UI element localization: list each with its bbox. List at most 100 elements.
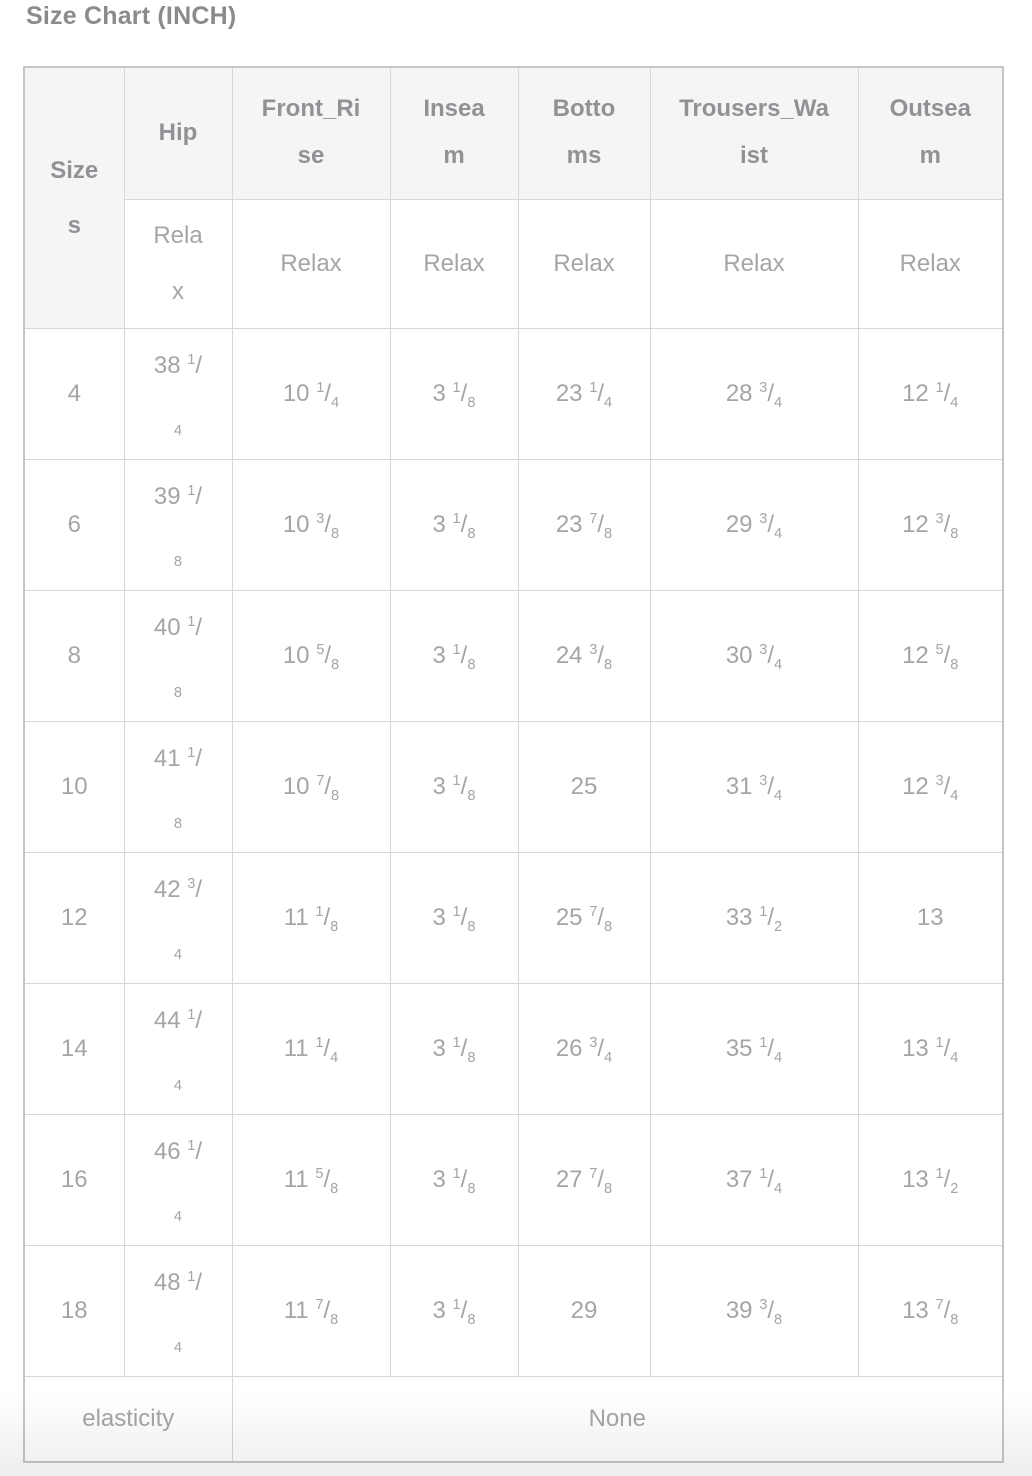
cell-size: 6	[23, 458, 125, 591]
cell-value: 35 1/4	[725, 1034, 783, 1066]
column-header-label: Hip	[158, 118, 198, 146]
table-row: 4 38 1/4 10 1/4 3 1/8 23 1/4 28 3/4 12 1/4	[23, 327, 1004, 460]
subheader-inseam: Relax	[389, 198, 519, 329]
elasticity-label-cell: elasticity	[23, 1375, 233, 1463]
cell-outseam: 12 5/8	[857, 589, 1004, 722]
cell-size: 16	[23, 1113, 125, 1246]
cell-value: 25	[570, 772, 598, 800]
cell-front_rise: 11 5/8	[231, 1113, 391, 1246]
column-header-label: Trousers_Waist	[679, 95, 829, 170]
cell-value: 44 1/4	[153, 1007, 203, 1094]
cell-outseam: 12 3/4	[857, 720, 1004, 853]
cell-hip: 46 1/4	[123, 1113, 233, 1246]
cell-inseam: 3 1/8	[389, 327, 519, 460]
cell-value: 11 5/8	[283, 1165, 339, 1197]
subheader-label: Relax	[723, 249, 785, 277]
cell-inseam: 3 1/8	[389, 1244, 519, 1377]
cell-value: 25 7/8	[555, 903, 613, 935]
header-row: Sizes Hip Front_Rise Inseam Bottoms Trousers_…	[23, 66, 1004, 329]
page-title: Size Chart (INCH)	[26, 2, 237, 30]
fraction-slash: /	[460, 772, 468, 800]
cell-trousers_waist: 28 3/4	[649, 327, 859, 460]
fraction-slash: /	[597, 641, 605, 669]
fraction-slash: /	[767, 1296, 775, 1324]
cell-value: 23 7/8	[555, 510, 613, 542]
cell-value: 12 5/8	[902, 641, 959, 673]
fraction-slash: /	[767, 772, 775, 800]
fraction-slash: /	[324, 641, 332, 669]
cell-hip: 42 3/4	[123, 851, 233, 984]
cell-value: 13 1/2	[902, 1165, 959, 1197]
fraction-slash: /	[460, 1165, 468, 1193]
cell-value: 3 1/8	[432, 379, 476, 411]
table-body: 4 38 1/4 10 1/4 3 1/8 23 1/4 28 3/4 12 1/4 6 39 …	[23, 327, 1004, 1377]
column-header-trousers_waist: Trousers_Waist	[649, 66, 859, 200]
cell-value: 37 1/4	[725, 1165, 783, 1197]
fraction-slash: /	[943, 1034, 951, 1062]
elasticity-value-cell: None	[231, 1375, 1004, 1463]
cell-value: 42 3/4	[153, 876, 203, 963]
fraction-slash: /	[943, 1165, 951, 1193]
cell-value: 29	[570, 1296, 598, 1324]
table-row: 10 41 1/8 10 7/8 3 1/8 25 31 3/4 12 3/4	[23, 720, 1004, 853]
column-header-label: Front_Rise	[261, 95, 361, 170]
cell-bottoms: 25 7/8	[517, 851, 651, 984]
cell-value: 10 7/8	[282, 772, 340, 804]
cell-outseam: 13	[857, 851, 1004, 984]
subheader-label: Relax	[553, 249, 615, 277]
cell-value: 28 3/4	[725, 379, 783, 411]
cell-hip: 44 1/4	[123, 982, 233, 1115]
cell-bottoms: 23 1/4	[517, 327, 651, 460]
fraction-slash: /	[460, 379, 468, 407]
fraction-slash: /	[195, 614, 203, 642]
cell-value: 13	[916, 903, 944, 931]
cell-front_rise: 10 3/8	[231, 458, 391, 591]
cell-value: 3 1/8	[432, 903, 476, 935]
fraction-slash: /	[195, 1007, 203, 1035]
cell-front_rise: 11 7/8	[231, 1244, 391, 1377]
footer-row: elasticity None	[23, 1375, 1004, 1463]
cell-bottoms: 25	[517, 720, 651, 853]
fraction-slash: /	[767, 510, 775, 538]
cell-inseam: 3 1/8	[389, 982, 519, 1115]
cell-value: 30 3/4	[725, 641, 783, 673]
fraction-slash: /	[460, 1034, 468, 1062]
cell-inseam: 3 1/8	[389, 1113, 519, 1246]
cell-front_rise: 11 1/4	[231, 982, 391, 1115]
column-header-bottoms: Bottoms	[517, 66, 651, 200]
subheader-bottoms: Relax	[517, 198, 651, 329]
fraction-slash: /	[943, 379, 951, 407]
cell-bottoms: 26 3/4	[517, 982, 651, 1115]
cell-trousers_waist: 31 3/4	[649, 720, 859, 853]
column-header-label: Bottoms	[552, 95, 616, 170]
cell-value: 23 1/4	[555, 379, 613, 411]
subheader-trousers_waist: Relax	[649, 198, 859, 329]
fraction-slash: /	[460, 903, 468, 931]
fraction-slash: /	[195, 745, 203, 773]
fraction-slash: /	[460, 1296, 468, 1324]
cell-value: 10 3/8	[282, 510, 340, 542]
cell-outseam: 12 1/4	[857, 327, 1004, 460]
cell-bottoms: 23 7/8	[517, 458, 651, 591]
cell-front_rise: 11 1/8	[231, 851, 391, 984]
cell-inseam: 3 1/8	[389, 720, 519, 853]
cell-value: 10 5/8	[282, 641, 340, 673]
cell-value: 11 1/4	[283, 1034, 339, 1066]
column-header-label: Outseam	[889, 95, 971, 170]
cell-hip: 41 1/8	[123, 720, 233, 853]
cell-outseam: 12 3/8	[857, 458, 1004, 591]
subheader-label: Relax	[280, 249, 342, 277]
column-header-label: Sizes	[50, 156, 99, 239]
fraction-slash: /	[943, 772, 951, 800]
cell-value: 38 1/4	[153, 352, 203, 439]
cell-size: 10	[23, 720, 125, 853]
subheader-label: Relax	[899, 249, 961, 277]
cell-hip: 40 1/8	[123, 589, 233, 722]
fraction-slash: /	[323, 1165, 331, 1193]
cell-value: 39 3/8	[725, 1296, 783, 1328]
cell-size: 4	[23, 327, 125, 460]
cell-value: 13 7/8	[902, 1296, 959, 1328]
cell-value: 12 3/8	[902, 510, 959, 542]
fraction-slash: /	[195, 1138, 203, 1166]
